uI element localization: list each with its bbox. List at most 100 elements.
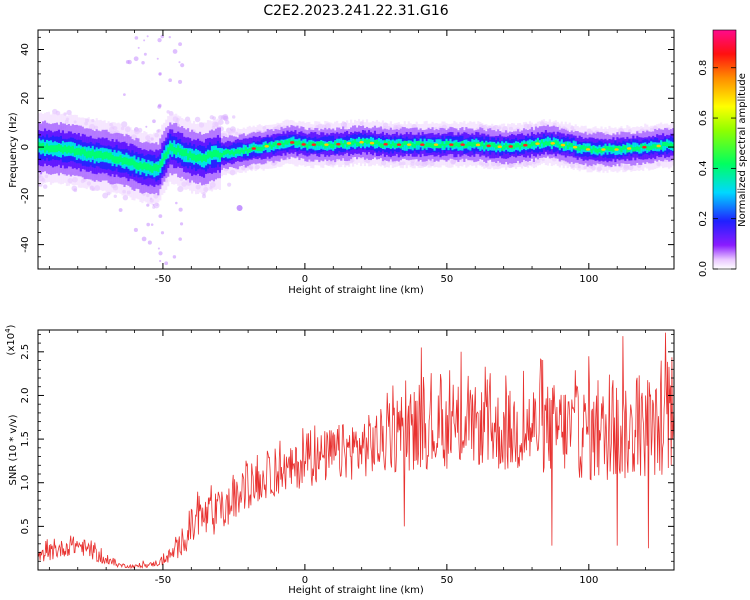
spectrum-band <box>67 145 70 153</box>
spectrum-band <box>318 141 321 147</box>
spectrum-band <box>220 148 223 157</box>
spectrum-band <box>38 142 41 150</box>
spectrum-band <box>111 154 114 162</box>
spectrum-band <box>441 141 444 151</box>
spectrum-outlier <box>168 78 172 83</box>
spectrum-band <box>115 156 118 164</box>
spectrum-band <box>276 143 279 149</box>
spectrum-peak <box>369 141 375 145</box>
spectrum-band <box>457 142 460 148</box>
spectrum-band <box>334 141 337 146</box>
spectrum-band <box>447 141 450 151</box>
spectrum-band <box>53 145 57 153</box>
spectrum-band <box>437 143 440 149</box>
spectrum-band <box>139 161 142 169</box>
spectrum-peak <box>508 145 513 148</box>
spectrum-band <box>546 141 549 146</box>
spectrum-band <box>270 144 273 149</box>
spectrum-band <box>485 142 488 147</box>
snr-axes: -50 0 50 100 0.5 1.0 1.5 2.0 2.5 <box>20 330 675 586</box>
spectrum-band <box>377 141 380 146</box>
spectrum-band <box>230 149 233 155</box>
spectrum-band <box>469 141 472 146</box>
spectrum-speckle <box>209 115 214 120</box>
spectrum-band <box>606 146 609 151</box>
spectrum-band <box>461 140 464 146</box>
spectrum-band <box>89 150 92 158</box>
spectrum-band <box>439 143 442 149</box>
spectrum-outlier <box>145 125 148 128</box>
spectrum-band <box>161 158 164 166</box>
colorbar-tick-label: 0.4 <box>698 160 709 176</box>
spectrum-band <box>566 144 569 150</box>
spectrum-outlier <box>150 223 154 226</box>
spectrum-band <box>274 141 277 146</box>
spectrum-peak <box>301 143 306 146</box>
spectrum-band <box>375 139 379 145</box>
spectrum-band <box>646 145 649 151</box>
spectrum-band <box>664 141 667 147</box>
spectrum-band <box>316 141 319 151</box>
spectrum-peak <box>601 148 606 151</box>
spectrum-band <box>542 142 545 147</box>
y-tick-label: 0.5 <box>20 518 31 534</box>
spectrum-band <box>324 144 327 149</box>
spectrum-peak <box>614 148 619 151</box>
spectrum-peak <box>550 142 555 145</box>
spectrum-band <box>123 157 126 165</box>
spectrum-band <box>181 149 184 157</box>
x-tick-label: 50 <box>440 274 453 285</box>
spectrum-band <box>85 151 88 159</box>
spectrum-band <box>328 141 331 147</box>
spectrum-band <box>403 140 406 146</box>
spectrum-band <box>171 144 174 152</box>
spectrum-band <box>574 141 577 151</box>
spectrum-band <box>135 162 138 170</box>
spectrum-band <box>662 142 665 152</box>
spectrum-band <box>216 150 220 158</box>
spectrum-band <box>97 150 100 158</box>
spectrum-band <box>558 143 561 149</box>
spectrum-band <box>648 146 651 151</box>
spectrum-outlier <box>175 201 178 205</box>
spectrum-peak <box>359 140 364 144</box>
snr-frame <box>37 329 675 571</box>
spectrum-band <box>357 142 361 147</box>
spectrum-band <box>69 146 72 154</box>
spectrum-peak <box>475 143 481 147</box>
spectrum-band <box>473 141 476 147</box>
spectrum-band <box>91 149 94 157</box>
spectrum-band <box>445 141 448 146</box>
spectrum-band <box>391 141 394 146</box>
spectrum-band <box>354 140 357 149</box>
spectrogram-y-label: Frequency (Hz) <box>8 112 19 188</box>
spectrum-band <box>234 149 237 154</box>
spectrum-outlier <box>157 37 162 43</box>
spectrum-peak <box>626 147 632 150</box>
spectrum-band <box>45 143 49 151</box>
spectrum-band <box>342 143 345 148</box>
spectrum-outlier <box>178 207 183 212</box>
spectrum-band <box>652 144 655 149</box>
spectrum-peak <box>497 145 502 149</box>
spectrum-band <box>614 145 617 150</box>
spectrum-band <box>206 151 210 159</box>
spectrum-band <box>260 146 263 152</box>
spectrum-speckle <box>42 184 48 189</box>
spectrum-outlier <box>137 46 140 49</box>
spectrum-band <box>79 148 82 156</box>
spectrum-band <box>226 149 229 159</box>
spectrum-band <box>226 149 229 154</box>
spectrum-band <box>202 153 206 161</box>
spectrum-band <box>113 156 116 164</box>
colorbar-tick-label: 0.2 <box>698 211 709 227</box>
spectrum-band <box>664 141 667 151</box>
spectrum-peak <box>535 142 540 145</box>
spectrum-band <box>338 143 341 148</box>
spectrum-outlier <box>178 237 182 241</box>
spectrum-band <box>548 140 551 146</box>
spectrum-band <box>624 145 627 155</box>
snr-panel: -50 0 50 100 0.5 1.0 1.5 2.0 2.5 Height of strai… <box>4 324 675 596</box>
spectrum-band <box>624 145 627 150</box>
spectrum-band <box>479 142 482 147</box>
